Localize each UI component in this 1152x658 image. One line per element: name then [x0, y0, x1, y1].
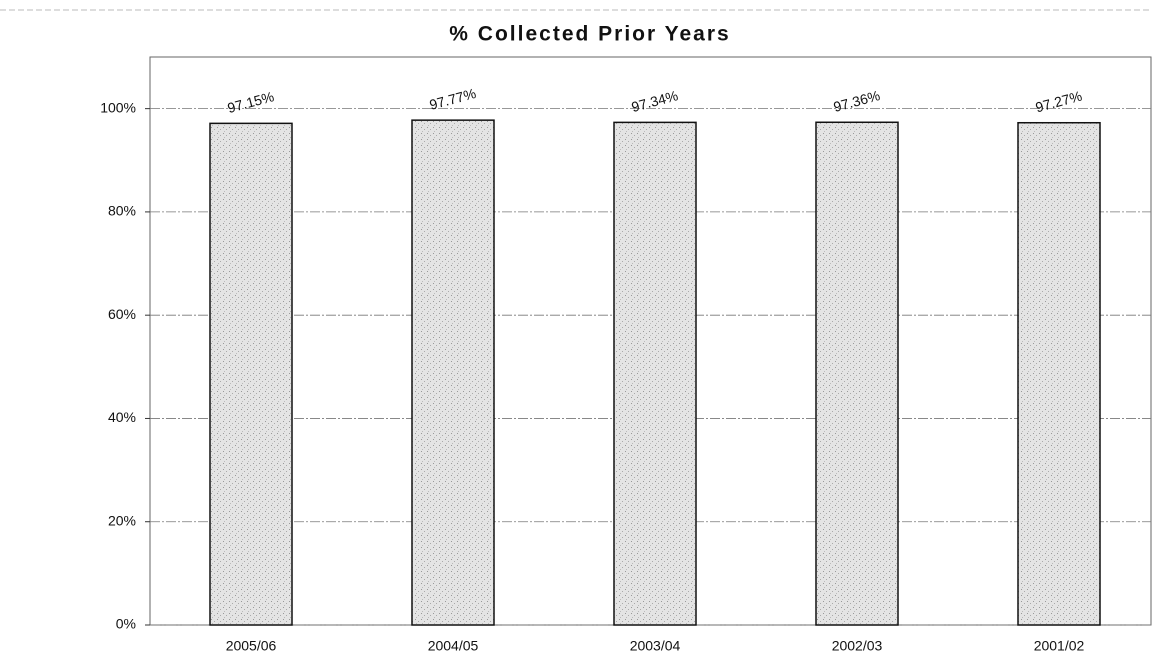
bar	[209, 122, 293, 626]
bar	[613, 121, 697, 626]
chart-title: % Collected Prior Years	[449, 23, 730, 46]
bar	[815, 121, 899, 626]
x-tick-label: 2002/03	[832, 638, 883, 654]
bar	[1017, 121, 1101, 626]
y-tick-label: 40%	[108, 409, 136, 425]
y-tick-label: 0%	[116, 616, 136, 632]
y-tick-label: 60%	[108, 306, 136, 322]
value-label: 97.15%	[226, 88, 276, 116]
x-tick-label: 2005/06	[226, 638, 277, 654]
y-tick-label: 80%	[108, 203, 136, 219]
bar	[411, 119, 495, 626]
value-label: 97.36%	[832, 87, 882, 115]
x-tick-label: 2004/05	[428, 638, 479, 654]
x-tick-label: 2001/02	[1034, 638, 1085, 654]
y-tick-label: 100%	[100, 99, 136, 115]
x-tick-label: 2003/04	[630, 638, 681, 654]
value-label: 97.27%	[1034, 88, 1084, 116]
y-tick-label: 20%	[108, 512, 136, 528]
value-label: 97.34%	[630, 87, 680, 115]
